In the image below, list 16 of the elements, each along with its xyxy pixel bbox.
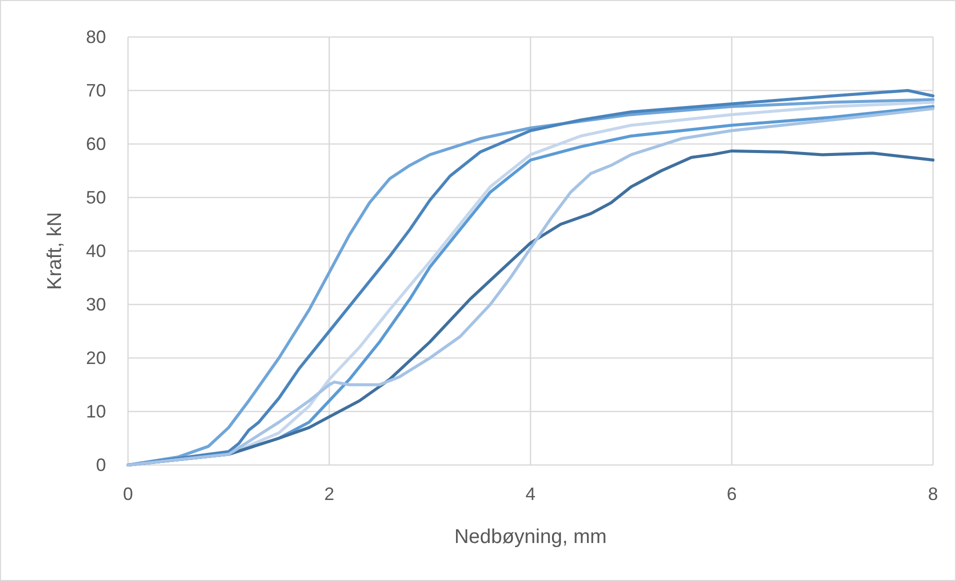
y-tick-label: 0 <box>96 455 106 475</box>
y-tick-label: 50 <box>86 188 106 208</box>
y-tick-label: 80 <box>86 27 106 47</box>
y-axis-title: Kraft, kN <box>44 212 66 290</box>
y-tick-label: 20 <box>86 348 106 368</box>
y-tick-label: 30 <box>86 294 106 314</box>
x-tick-label: 4 <box>525 484 536 504</box>
y-tick-label: 60 <box>86 134 106 154</box>
x-axis-title: Nedbøyning, mm <box>454 526 607 548</box>
y-tick-label: 10 <box>86 402 106 422</box>
x-tick-label: 8 <box>928 484 938 504</box>
y-tick-label: 40 <box>86 241 106 261</box>
x-tick-label: 6 <box>726 484 737 504</box>
x-tick-label: 0 <box>122 484 134 504</box>
y-tick-label: 70 <box>86 80 106 100</box>
x-tick-label: 2 <box>324 484 334 504</box>
